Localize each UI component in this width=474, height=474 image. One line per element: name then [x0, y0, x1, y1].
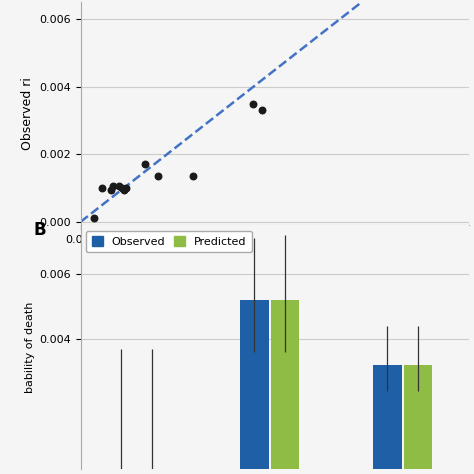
Point — [189, 173, 197, 180]
Y-axis label: Observed ri: Observed ri — [20, 77, 34, 150]
Point — [116, 182, 123, 190]
X-axis label: Predicted risk: Predicted risk — [226, 250, 324, 264]
Y-axis label: bability of death: bability of death — [25, 301, 35, 393]
Point — [99, 184, 106, 192]
Bar — [271, 300, 300, 469]
Point — [109, 182, 117, 190]
Text: B: B — [33, 221, 46, 239]
Point — [155, 173, 162, 180]
Legend: Observed, Predicted: Observed, Predicted — [86, 231, 252, 252]
Point — [249, 100, 257, 108]
Point — [258, 107, 266, 114]
Point — [107, 186, 115, 193]
Point — [122, 184, 130, 192]
Point — [118, 184, 126, 192]
Bar — [404, 365, 432, 469]
Point — [90, 215, 97, 222]
Bar — [373, 365, 402, 469]
Bar — [240, 300, 269, 469]
Point — [142, 161, 149, 168]
Point — [120, 186, 128, 193]
